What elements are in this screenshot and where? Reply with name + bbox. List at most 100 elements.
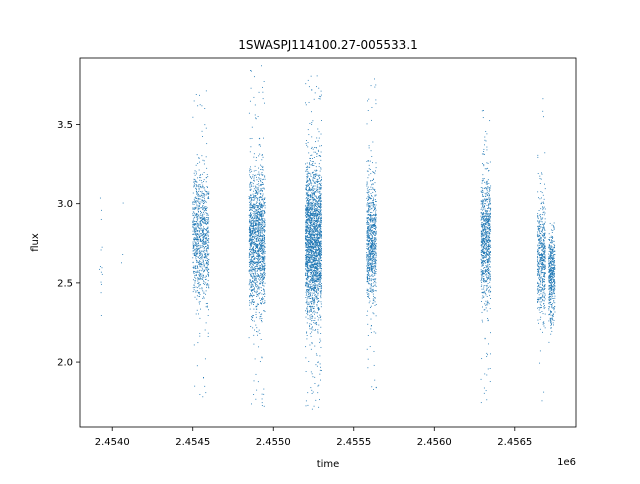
- data-point: [315, 329, 317, 331]
- data-point: [306, 245, 308, 246]
- data-point: [315, 240, 317, 242]
- data-point: [260, 169, 262, 171]
- data-point: [305, 273, 307, 274]
- data-point: [313, 180, 315, 182]
- data-point: [311, 239, 313, 241]
- data-point: [308, 201, 310, 203]
- data-point: [316, 304, 318, 306]
- data-point: [306, 244, 308, 245]
- data-point: [370, 230, 372, 232]
- data-point: [311, 267, 313, 269]
- data-point: [320, 265, 322, 267]
- data-point: [199, 277, 201, 279]
- data-point: [199, 273, 201, 274]
- data-point: [319, 241, 321, 243]
- data-point: [313, 209, 315, 210]
- data-point: [252, 242, 254, 244]
- data-point: [321, 235, 322, 236]
- data-point: [372, 244, 374, 246]
- data-point: [368, 243, 369, 245]
- data-point: [261, 299, 263, 301]
- data-point: [201, 187, 203, 189]
- data-point: [371, 236, 373, 238]
- data-point: [371, 119, 373, 121]
- data-point: [254, 213, 256, 215]
- data-point: [202, 136, 203, 137]
- data-point: [250, 231, 252, 233]
- data-point: [309, 315, 311, 317]
- data-point: [258, 185, 260, 187]
- data-point: [309, 208, 311, 210]
- data-point: [310, 158, 311, 159]
- data-point: [255, 228, 257, 229]
- data-point: [366, 255, 368, 256]
- data-point: [366, 256, 368, 258]
- data-point: [260, 261, 261, 263]
- data-point: [316, 243, 318, 245]
- data-point: [317, 233, 319, 234]
- data-point: [199, 218, 201, 220]
- data-point: [207, 219, 208, 221]
- data-point: [205, 127, 207, 129]
- data-point: [308, 178, 310, 179]
- data-point: [207, 217, 209, 219]
- data-point: [315, 182, 316, 184]
- data-point: [257, 275, 259, 277]
- data-point: [253, 302, 255, 304]
- data-point: [319, 251, 321, 253]
- data-point: [315, 271, 317, 273]
- data-point: [259, 213, 261, 215]
- data-point: [368, 198, 370, 200]
- data-point: [260, 316, 262, 317]
- data-point: [311, 255, 313, 257]
- data-point: [198, 275, 200, 277]
- data-point: [195, 196, 197, 198]
- data-point: [368, 205, 370, 207]
- data-point: [308, 152, 310, 154]
- data-point: [257, 231, 259, 233]
- data-point: [368, 236, 370, 238]
- data-point: [314, 218, 315, 219]
- data-point: [306, 308, 308, 309]
- data-point: [367, 202, 369, 204]
- data-point: [318, 242, 320, 244]
- data-point: [263, 244, 265, 246]
- data-point: [306, 279, 308, 281]
- data-point: [205, 233, 207, 235]
- data-point: [205, 256, 206, 258]
- data-point: [207, 336, 209, 337]
- data-point: [259, 219, 261, 221]
- data-point: [307, 218, 309, 220]
- data-point: [258, 233, 259, 235]
- data-point: [320, 333, 322, 334]
- data-point: [262, 248, 264, 250]
- data-point: [316, 200, 317, 202]
- data-point: [196, 215, 198, 217]
- data-point: [192, 221, 194, 223]
- data-point: [314, 185, 316, 187]
- data-point: [315, 205, 317, 206]
- data-point: [252, 239, 254, 241]
- data-point: [255, 243, 257, 245]
- data-point: [192, 287, 194, 289]
- data-point: [202, 218, 204, 220]
- data-point: [259, 234, 261, 236]
- data-point: [199, 217, 201, 219]
- data-point: [205, 221, 206, 223]
- data-point: [313, 281, 315, 283]
- data-point: [253, 229, 255, 230]
- data-point: [306, 208, 308, 210]
- data-point: [317, 222, 319, 224]
- data-point: [307, 283, 309, 285]
- data-point: [314, 245, 316, 247]
- data-point: [315, 188, 317, 190]
- data-point: [318, 283, 320, 285]
- data-point: [203, 297, 205, 299]
- data-point: [308, 269, 310, 271]
- data-point: [314, 203, 316, 205]
- data-point: [315, 265, 317, 267]
- data-point: [305, 245, 307, 247]
- data-point: [256, 256, 258, 258]
- data-point: [200, 252, 202, 253]
- data-point: [308, 220, 310, 222]
